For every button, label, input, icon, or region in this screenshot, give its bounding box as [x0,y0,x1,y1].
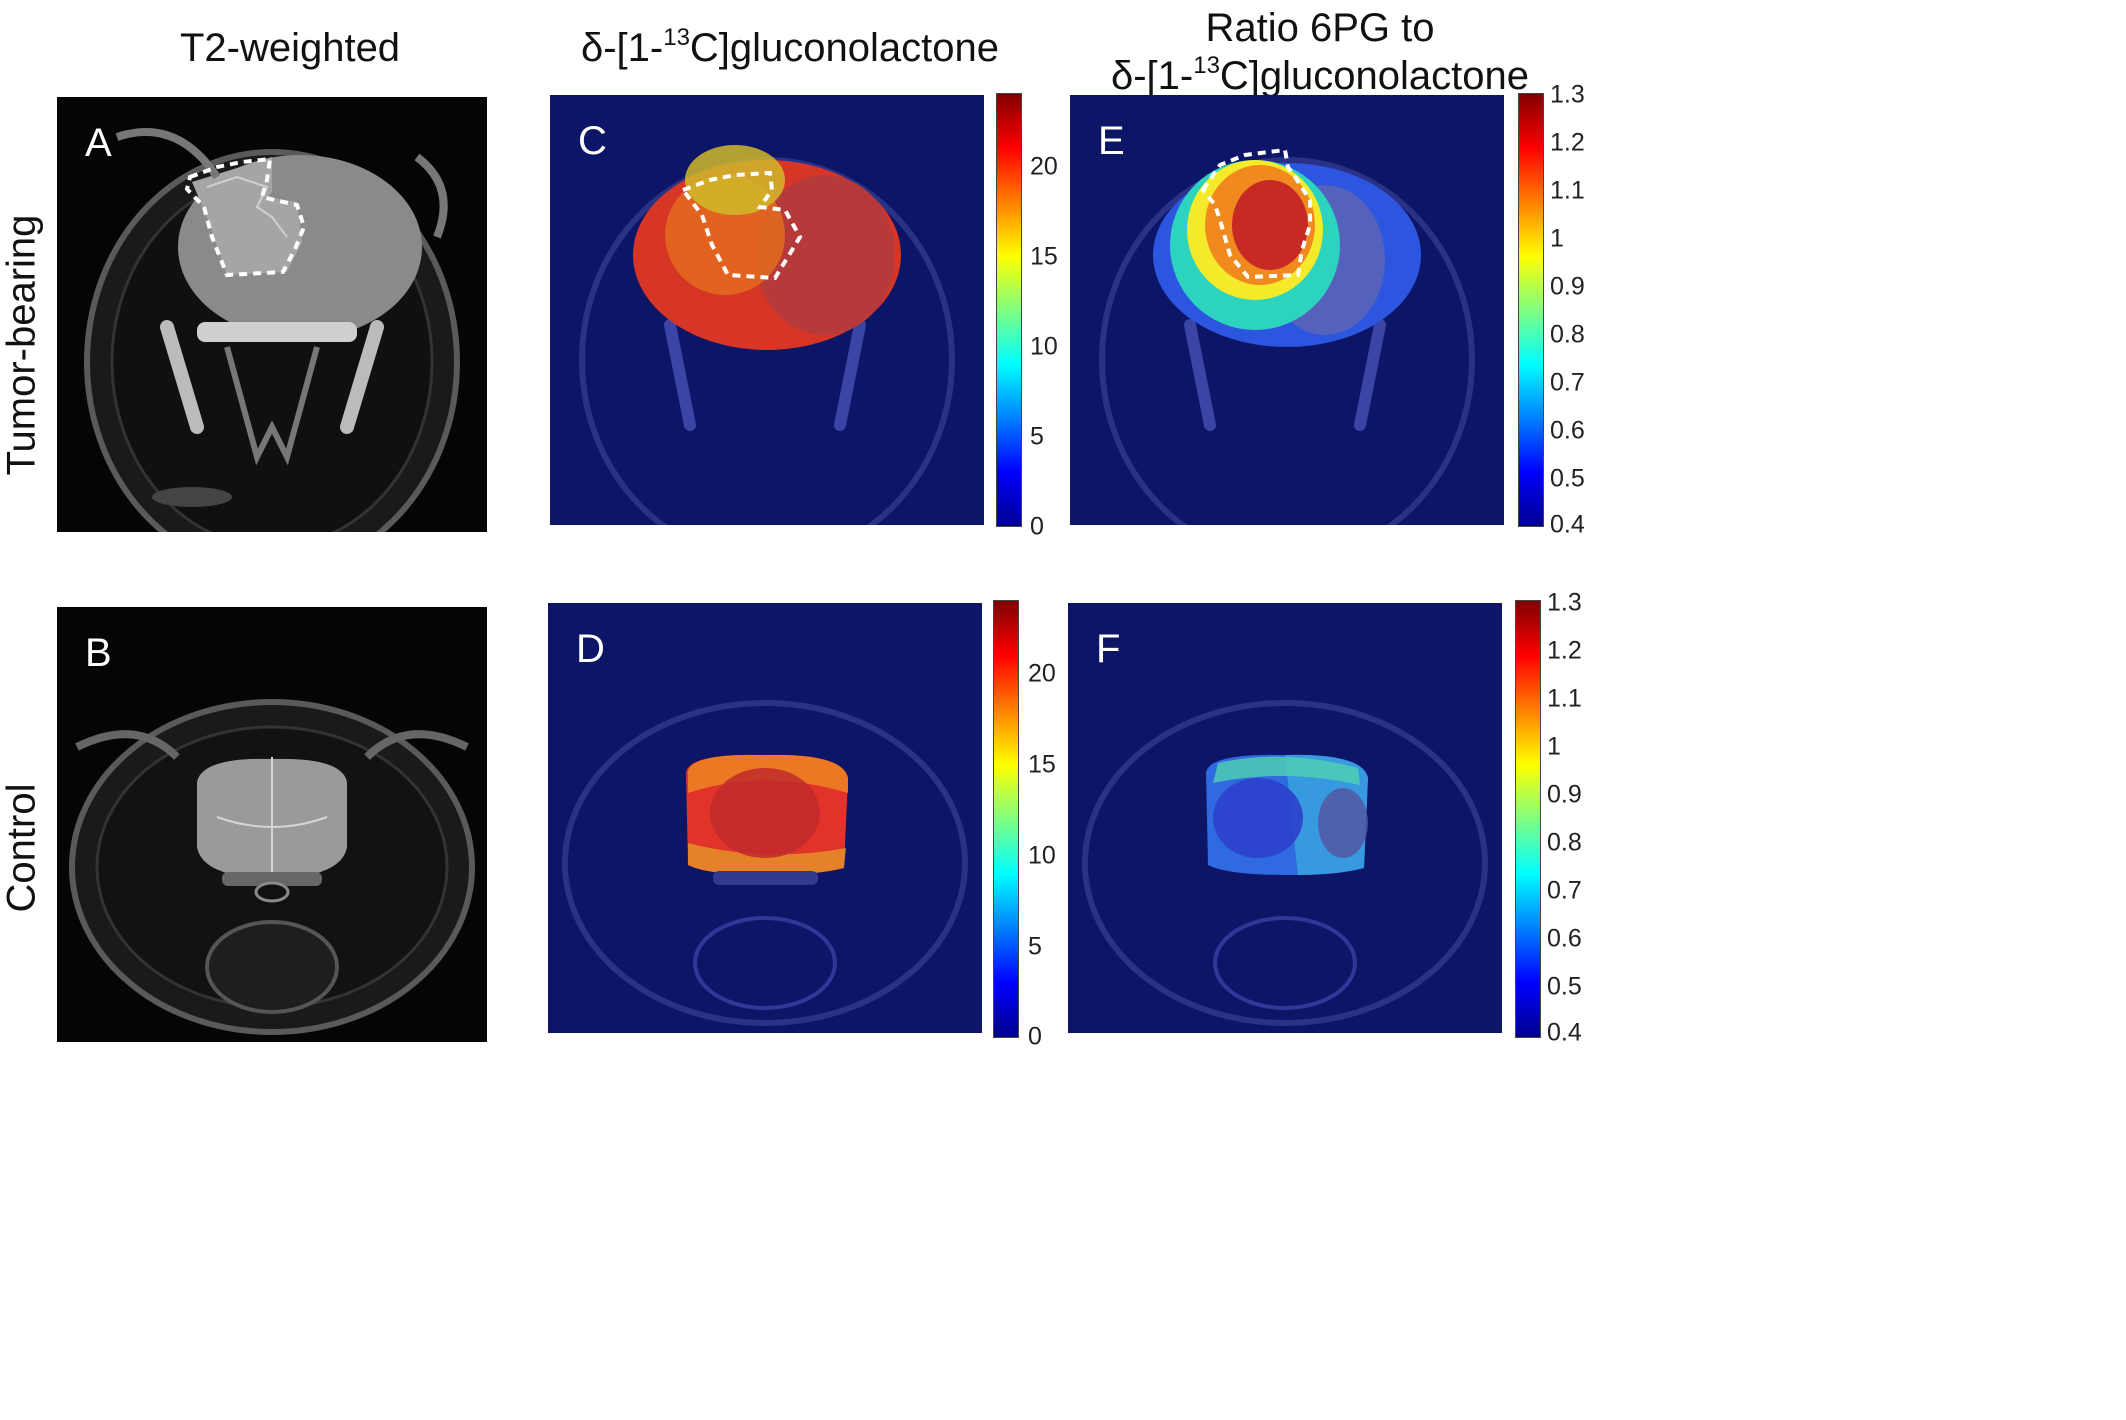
mri-image-a [84,128,460,532]
panel-e-ratio-tumor: E [1070,95,1504,525]
panel-letter-b: B [85,631,112,675]
title-superscript: 13 [1193,52,1220,79]
title-prefix: δ-[1- [580,26,664,70]
colorbar-e-tick: 0.9 [1550,272,1585,301]
heatmap-image-e [1099,147,1475,525]
heatmap-image-d [562,700,968,1026]
title-line-2: δ-[1-13C]gluconolactone [1050,52,1590,100]
panel-letter-a: A [85,121,112,165]
colorbar-d-tick: 10 [1028,841,1056,870]
panel-letter-d: D [576,627,605,671]
title-suffix: C]gluconolactone [1219,54,1530,98]
colorbar-e-tick: 0.7 [1550,368,1585,397]
column-title-t2: T2-weighted [179,26,401,70]
colorbar-e-tick: 0.4 [1550,510,1585,539]
tumor-outline-c [679,170,803,281]
colorbar-d-tick: 15 [1028,750,1056,779]
panel-letter-e: E [1098,119,1125,163]
colorbar-d-tick: 0 [1028,1022,1042,1051]
colorbar-f-tick: 0.7 [1547,876,1582,905]
colorbar-f-tick: 0.4 [1547,1018,1582,1047]
colorbar-f-tick: 1.3 [1547,588,1582,617]
panel-a-t2-tumor: A [57,97,487,532]
colorbar-d-tick: 5 [1028,932,1042,961]
panel-letter-c: C [578,119,607,163]
column-title-ratio: Ratio 6PG to δ-[1-13C]gluconolactone [1050,4,1590,100]
title-line-1: Ratio 6PG to [1205,6,1435,50]
tumor-outline-a [184,156,307,278]
title-prefix: δ-[1- [1110,54,1194,98]
panel-c-gluconolactone-tumor: C [550,95,984,525]
row-label-tumor-bearing: Tumor-bearing [0,214,44,476]
row-label-control: Control [0,783,44,913]
colorbar-f-tick: 0.6 [1547,924,1582,953]
colorbar-c-tick: 5 [1030,422,1044,451]
panel-d-gluconolactone-control: D [548,603,982,1033]
colorbar-f [1515,600,1541,1038]
panel-letter-f: F [1096,627,1121,671]
colorbar-f-tick: 1 [1547,732,1561,761]
colorbar-c-tick: 10 [1030,332,1058,361]
colorbar-e-tick: 0.5 [1550,464,1585,493]
title-superscript: 13 [663,24,690,51]
colorbar-c-tick: 20 [1030,152,1058,181]
colorbar-f-tick: 1.1 [1547,684,1582,713]
colorbar-f-tick: 0.8 [1547,828,1582,857]
tumor-outline-e [1200,147,1312,280]
colorbar-e [1518,93,1544,527]
colorbar-e-tick: 0.8 [1550,320,1585,349]
colorbar-c-tick: 0 [1030,512,1044,541]
colorbar-f-tick: 0.5 [1547,972,1582,1001]
panel-f-ratio-control: F [1068,603,1502,1033]
mri-image-b [69,699,475,1035]
colorbar-d [993,600,1019,1038]
heatmap-image-c [579,145,955,525]
colorbar-e-tick: 1.1 [1550,176,1585,205]
colorbar-e-tick: 0.6 [1550,416,1585,445]
colorbar-c-tick: 15 [1030,242,1058,271]
colorbar-c [996,93,1022,527]
title-suffix: C]gluconolactone [689,26,1000,70]
colorbar-f-tick: 1.2 [1547,636,1582,665]
panel-b-t2-control: B [57,607,487,1042]
colorbar-e-tick: 1 [1550,224,1564,253]
colorbar-d-tick: 20 [1028,659,1056,688]
colorbar-f-tick: 0.9 [1547,780,1582,809]
column-title-gluconolactone: δ-[1-13C]gluconolactone [520,24,1060,72]
colorbar-e-tick: 1.2 [1550,128,1585,157]
colorbar-e-tick: 1.3 [1550,80,1585,109]
heatmap-image-f [1082,700,1488,1026]
